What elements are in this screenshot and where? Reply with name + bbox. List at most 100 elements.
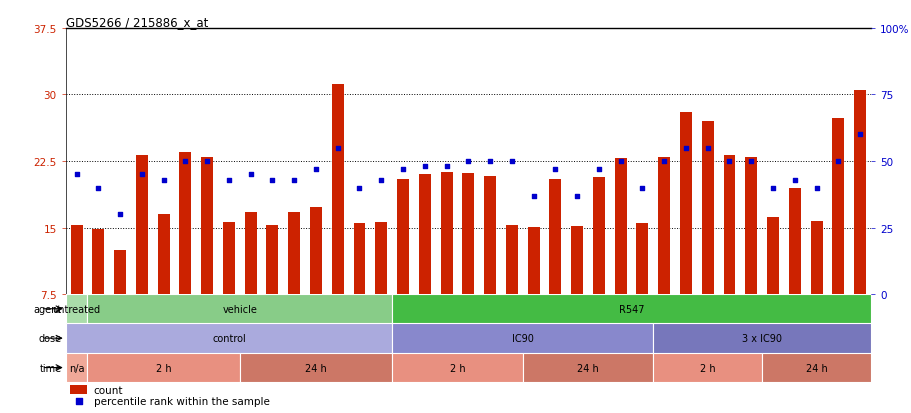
Point [569, 193, 584, 199]
Bar [592, 178, 604, 294]
Bar [158, 215, 169, 294]
Point [678, 145, 692, 152]
Bar [766, 217, 778, 294]
Bar [522, 353, 652, 382]
Bar [570, 226, 582, 294]
Point [743, 158, 758, 165]
Bar [722, 155, 734, 294]
Bar [810, 222, 822, 294]
Bar [418, 175, 430, 294]
Bar [69, 385, 87, 394]
Point [69, 171, 84, 178]
Bar [392, 324, 652, 353]
Bar [87, 294, 392, 324]
Point [722, 158, 736, 165]
Bar [201, 157, 213, 294]
Point [786, 177, 801, 183]
Bar [92, 230, 104, 294]
Text: 24 h: 24 h [804, 363, 826, 373]
Point [308, 166, 322, 173]
Point [113, 211, 128, 218]
Bar [788, 188, 800, 294]
Bar [832, 119, 844, 294]
Bar [652, 324, 870, 353]
Bar [66, 324, 392, 353]
Point [591, 166, 606, 173]
Point [852, 132, 866, 138]
Text: 24 h: 24 h [577, 363, 599, 373]
Point [287, 177, 302, 183]
Point [395, 166, 410, 173]
Bar [854, 91, 865, 294]
Bar [244, 212, 256, 294]
Point [482, 158, 496, 165]
Point [221, 177, 236, 183]
Text: n/a: n/a [68, 363, 84, 373]
Bar [462, 173, 474, 294]
Text: 2 h: 2 h [156, 363, 171, 373]
Point [265, 177, 280, 183]
Point [352, 185, 366, 192]
Text: GDS5266 / 215886_x_at: GDS5266 / 215886_x_at [66, 16, 208, 29]
Point [460, 158, 476, 165]
Bar [353, 223, 365, 294]
Bar [240, 353, 392, 382]
Point [200, 158, 214, 165]
Bar [136, 155, 148, 294]
Bar [288, 212, 300, 294]
Point [613, 158, 628, 165]
Text: time: time [39, 363, 62, 373]
Point [330, 145, 344, 152]
Point [156, 177, 170, 183]
Text: count: count [94, 385, 123, 395]
Bar [392, 353, 522, 382]
Point [91, 185, 106, 192]
Point [700, 145, 714, 152]
Bar [701, 122, 713, 294]
Text: 3 x IC90: 3 x IC90 [742, 333, 782, 343]
Bar [744, 157, 756, 294]
Point [243, 171, 258, 178]
Point [374, 177, 388, 183]
Point [634, 185, 649, 192]
Point [656, 158, 670, 165]
Point [526, 193, 540, 199]
Point [808, 185, 823, 192]
Text: percentile rank within the sample: percentile rank within the sample [94, 396, 270, 406]
Point [135, 171, 149, 178]
Bar [484, 177, 496, 294]
Bar [548, 179, 561, 294]
Bar [179, 153, 191, 294]
Bar [506, 225, 517, 294]
Bar [658, 157, 670, 294]
Text: IC90: IC90 [511, 333, 533, 343]
Text: 2 h: 2 h [449, 363, 465, 373]
Point [71, 398, 86, 405]
Text: dose: dose [38, 333, 62, 343]
Bar [310, 208, 322, 294]
Bar [70, 225, 82, 294]
Bar [396, 179, 408, 294]
Bar [762, 353, 870, 382]
Bar [636, 223, 648, 294]
Text: vehicle: vehicle [222, 304, 257, 314]
Bar [66, 294, 87, 324]
Point [830, 158, 844, 165]
Bar [374, 223, 387, 294]
Point [504, 158, 518, 165]
Bar [440, 172, 452, 294]
Text: untreated: untreated [53, 304, 100, 314]
Text: 2 h: 2 h [699, 363, 715, 373]
Point [417, 164, 432, 170]
Point [178, 158, 192, 165]
Bar [87, 353, 240, 382]
Bar [66, 353, 87, 382]
Bar [266, 225, 278, 294]
Bar [527, 227, 539, 294]
Bar [392, 294, 870, 324]
Text: R547: R547 [619, 304, 643, 314]
Text: 24 h: 24 h [305, 363, 326, 373]
Point [439, 164, 454, 170]
Text: agent: agent [34, 304, 62, 314]
Point [548, 166, 562, 173]
